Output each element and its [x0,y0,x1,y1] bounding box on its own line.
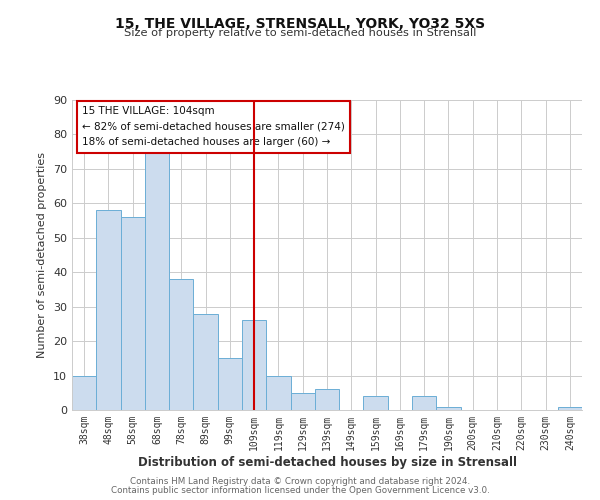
Bar [315,390,339,410]
Bar [436,406,461,410]
Text: 15 THE VILLAGE: 104sqm
← 82% of semi-detached houses are smaller (274)
18% of se: 15 THE VILLAGE: 104sqm ← 82% of semi-det… [82,106,345,148]
Bar [290,393,315,410]
Bar [558,406,582,410]
Text: Contains public sector information licensed under the Open Government Licence v3: Contains public sector information licen… [110,486,490,495]
Text: 15, THE VILLAGE, STRENSALL, YORK, YO32 5XS: 15, THE VILLAGE, STRENSALL, YORK, YO32 5… [115,18,485,32]
Bar [96,210,121,410]
Bar [169,279,193,410]
Text: Size of property relative to semi-detached houses in Strensall: Size of property relative to semi-detach… [124,28,476,38]
X-axis label: Distribution of semi-detached houses by size in Strensall: Distribution of semi-detached houses by … [137,456,517,468]
Y-axis label: Number of semi-detached properties: Number of semi-detached properties [37,152,47,358]
Bar [364,396,388,410]
Bar [412,396,436,410]
Bar [242,320,266,410]
Bar [193,314,218,410]
Bar [145,152,169,410]
Bar [218,358,242,410]
Bar [121,217,145,410]
Text: Contains HM Land Registry data © Crown copyright and database right 2024.: Contains HM Land Registry data © Crown c… [130,477,470,486]
Bar [72,376,96,410]
Bar [266,376,290,410]
